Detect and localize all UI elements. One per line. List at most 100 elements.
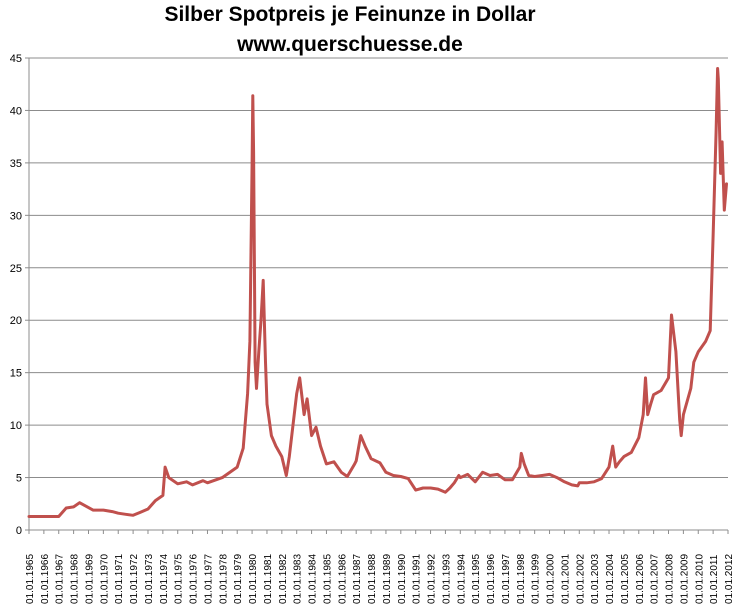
x-tick-label: 01.01.2009 xyxy=(679,554,690,604)
data-point xyxy=(693,361,695,364)
x-tick-label: 01.01.1980 xyxy=(248,554,259,604)
data-point xyxy=(65,507,67,509)
data-point xyxy=(723,209,726,211)
data-point xyxy=(712,235,714,238)
data-point xyxy=(489,474,491,477)
x-tick-label: 01.01.2007 xyxy=(650,554,661,604)
x-tick-label: 01.01.1995 xyxy=(471,554,482,604)
data-point xyxy=(185,481,188,483)
data-point xyxy=(255,387,258,390)
series-line xyxy=(27,67,728,518)
data-point xyxy=(520,452,523,455)
data-point xyxy=(646,413,649,416)
x-tick-label: 01.01.2001 xyxy=(560,554,571,604)
data-point xyxy=(319,445,322,447)
x-tick-label: 01.01.1986 xyxy=(337,554,348,604)
x-tick-label: 01.01.1979 xyxy=(233,554,244,604)
data-point xyxy=(298,377,301,379)
data-point xyxy=(252,151,255,154)
data-point xyxy=(690,387,692,390)
data-point xyxy=(262,279,265,282)
data-point xyxy=(364,445,366,447)
data-point xyxy=(251,162,253,164)
x-tick-label: 01.01.1970 xyxy=(99,554,110,604)
data-point xyxy=(266,403,268,405)
data-point xyxy=(721,141,723,143)
data-point xyxy=(154,499,157,502)
data-point xyxy=(600,477,603,480)
data-point xyxy=(407,477,410,480)
data-point xyxy=(719,172,722,175)
data-point xyxy=(78,501,81,504)
data-point xyxy=(132,514,134,517)
x-tick-label: 01.01.2002 xyxy=(575,554,586,604)
x-tick-label: 01.01.1965 xyxy=(25,554,36,604)
data-point xyxy=(346,475,349,478)
x-tick-label: 01.01.1984 xyxy=(308,554,319,604)
data-point xyxy=(630,451,633,454)
data-point xyxy=(162,494,164,497)
data-point xyxy=(481,471,484,474)
x-tick-label: 01.01.1976 xyxy=(189,554,200,604)
data-point xyxy=(697,350,700,353)
data-point xyxy=(519,466,521,468)
x-tick-label: 01.01.2004 xyxy=(605,554,616,604)
data-point xyxy=(593,481,595,483)
y-tick-labels: 0 5 10 15 20 25 30 35 40 45 xyxy=(10,53,22,537)
data-point xyxy=(642,413,644,416)
x-tick-label: 01.01.1996 xyxy=(486,554,497,604)
x-tick-label: 01.01.1992 xyxy=(427,554,438,604)
x-tick-label: 01.01.1973 xyxy=(144,554,155,604)
data-point xyxy=(236,466,238,468)
data-point xyxy=(678,419,681,421)
x-tick-label: 01.01.1977 xyxy=(203,554,214,604)
axes xyxy=(25,57,729,534)
chart-subtitle: www.querschuesse.de xyxy=(237,33,463,56)
data-point xyxy=(667,377,670,379)
data-point xyxy=(608,466,610,468)
data-point xyxy=(453,482,456,484)
x-tick-label: 01.01.1974 xyxy=(159,554,170,604)
data-point xyxy=(249,340,251,343)
data-point xyxy=(623,455,625,458)
data-point xyxy=(191,484,194,486)
data-point xyxy=(571,484,573,486)
data-point xyxy=(437,488,439,490)
data-point xyxy=(270,434,273,437)
data-point xyxy=(111,510,114,513)
data-point xyxy=(541,474,543,477)
x-tick-label: 01.01.1978 xyxy=(218,554,229,604)
x-tick-label: 01.01.2000 xyxy=(546,554,557,604)
data-point xyxy=(353,463,356,465)
x-tick-label: 01.01.1991 xyxy=(412,554,423,604)
data-point xyxy=(139,511,142,513)
chart-title: Silber Spotpreis je Feinunze in Dollar xyxy=(164,3,536,26)
data-point xyxy=(459,476,462,479)
data-point xyxy=(680,434,682,437)
data-point xyxy=(202,479,204,482)
data-point xyxy=(548,473,551,476)
x-tick-label: 01.01.1972 xyxy=(129,554,140,604)
data-point xyxy=(716,67,719,70)
data-point xyxy=(474,481,477,483)
data-point xyxy=(379,462,381,464)
data-point xyxy=(258,350,260,353)
y-tick-label: 30 xyxy=(10,210,22,222)
data-point xyxy=(675,350,677,353)
data-point xyxy=(72,506,75,508)
x-tick-label: 01.01.2003 xyxy=(590,554,601,604)
data-point xyxy=(355,460,358,462)
data-point xyxy=(288,455,291,458)
data-point xyxy=(325,463,328,465)
title-block: Silber Spotpreis je Feinunze in Dollar w… xyxy=(0,0,700,58)
data-point xyxy=(458,474,460,477)
x-tick-label: 01.01.1989 xyxy=(382,554,393,604)
x-tick-label: 01.01.1990 xyxy=(397,554,408,604)
x-tick-labels: 01.01.1965 01.01.1966 01.01.1967 01.01.1968… xyxy=(25,554,735,604)
y-tick-label: 10 xyxy=(10,420,22,432)
data-point xyxy=(370,457,372,460)
data-point xyxy=(400,475,402,478)
data-point xyxy=(660,389,662,392)
x-tick-label: 01.01.1993 xyxy=(441,554,452,604)
data-point xyxy=(533,475,536,478)
